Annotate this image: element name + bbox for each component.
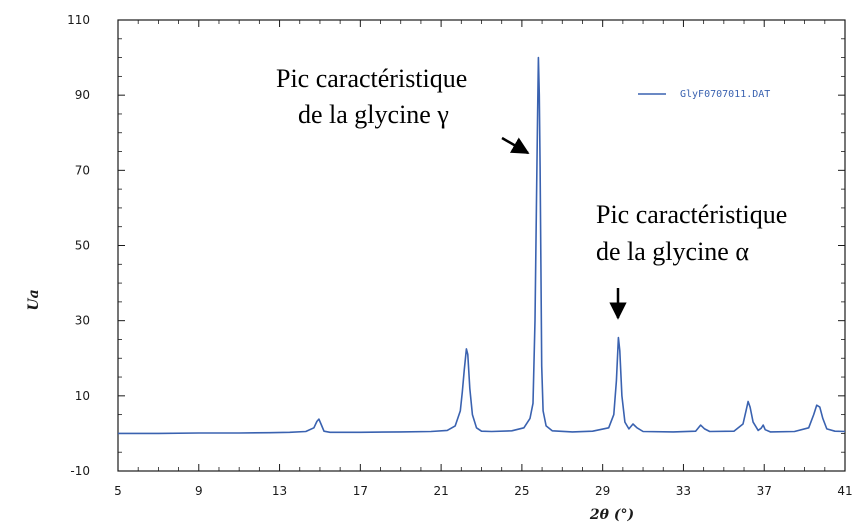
x-tick-label: 37 <box>757 484 772 498</box>
x-tick-label: 13 <box>272 484 287 498</box>
x-tick-label: 29 <box>595 484 610 498</box>
x-tick-label: 25 <box>514 484 529 498</box>
x-tick-label: 5 <box>114 484 122 498</box>
series-layer <box>118 56 846 435</box>
annotation-alpha-line2: de la glycine α <box>596 237 749 266</box>
annotation-gamma-line2: de la glycine γ <box>298 100 449 129</box>
x-tick-label: 17 <box>353 484 368 498</box>
x-tick-label: 9 <box>195 484 203 498</box>
x-tick-label: 21 <box>433 484 448 498</box>
x-tick-label: 41 <box>837 484 852 498</box>
legend-label: GlyF0707011.DAT <box>680 89 770 100</box>
y-tick-label: -10 <box>70 464 90 478</box>
x-tick-label: 33 <box>676 484 691 498</box>
annotation-gamma-arrow <box>501 136 530 155</box>
annotation-alpha: Pic caractéristique de la glycine α <box>596 200 787 320</box>
y-tick-label: 90 <box>75 88 90 102</box>
series-line <box>118 56 846 435</box>
legend: GlyF0707011.DAT <box>638 89 770 100</box>
y-tick-label: 10 <box>75 389 90 403</box>
axis-ticks <box>117 19 846 472</box>
y-tick-label: 30 <box>75 314 90 328</box>
y-tick-label: 70 <box>75 163 90 177</box>
y-tick-label: 50 <box>75 239 90 253</box>
annotation-gamma-line1: Pic caractéristique <box>276 64 467 93</box>
y-tick-label: 110 <box>67 13 90 27</box>
x-axis-label: 2θ (°) <box>589 507 634 523</box>
y-axis-label: Ua <box>26 289 42 310</box>
axis-tick-labels: 5 9 13 17 21 25 29 33 37 41 -10 10 30 50 70 90 110 <box>67 13 853 498</box>
annotation-alpha-line1: Pic caractéristique <box>596 200 787 229</box>
annotation-gamma: Pic caractéristique de la glycine γ <box>276 64 530 155</box>
